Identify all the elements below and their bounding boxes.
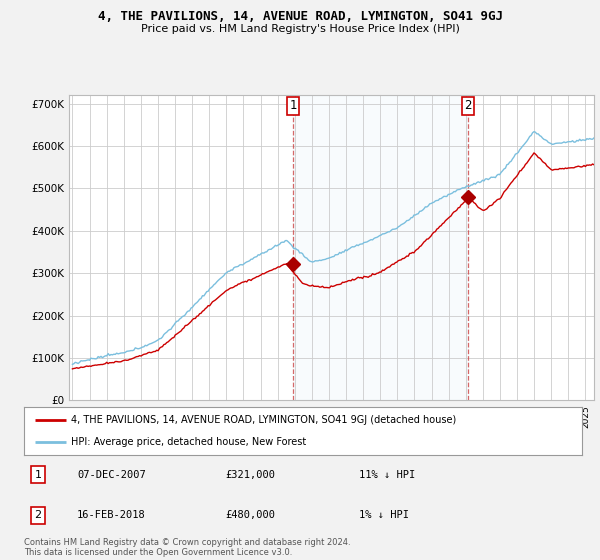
Text: Contains HM Land Registry data © Crown copyright and database right 2024.
This d: Contains HM Land Registry data © Crown c… xyxy=(24,538,350,557)
Text: 07-DEC-2007: 07-DEC-2007 xyxy=(77,469,146,479)
Text: 4, THE PAVILIONS, 14, AVENUE ROAD, LYMINGTON, SO41 9GJ: 4, THE PAVILIONS, 14, AVENUE ROAD, LYMIN… xyxy=(97,10,503,23)
Bar xyxy=(293,95,468,400)
Text: HPI: Average price, detached house, New Forest: HPI: Average price, detached house, New … xyxy=(71,437,307,447)
Text: £480,000: £480,000 xyxy=(225,511,275,520)
Text: 2: 2 xyxy=(464,100,472,113)
Text: 1: 1 xyxy=(34,469,41,479)
Text: 1% ↓ HPI: 1% ↓ HPI xyxy=(359,511,409,520)
Text: 4, THE PAVILIONS, 14, AVENUE ROAD, LYMINGTON, SO41 9GJ (detached house): 4, THE PAVILIONS, 14, AVENUE ROAD, LYMIN… xyxy=(71,415,457,425)
Text: 11% ↓ HPI: 11% ↓ HPI xyxy=(359,469,415,479)
Text: 1: 1 xyxy=(290,100,297,113)
Text: 2: 2 xyxy=(34,511,41,520)
Text: 16-FEB-2018: 16-FEB-2018 xyxy=(77,511,146,520)
Text: £321,000: £321,000 xyxy=(225,469,275,479)
Text: Price paid vs. HM Land Registry's House Price Index (HPI): Price paid vs. HM Land Registry's House … xyxy=(140,24,460,34)
